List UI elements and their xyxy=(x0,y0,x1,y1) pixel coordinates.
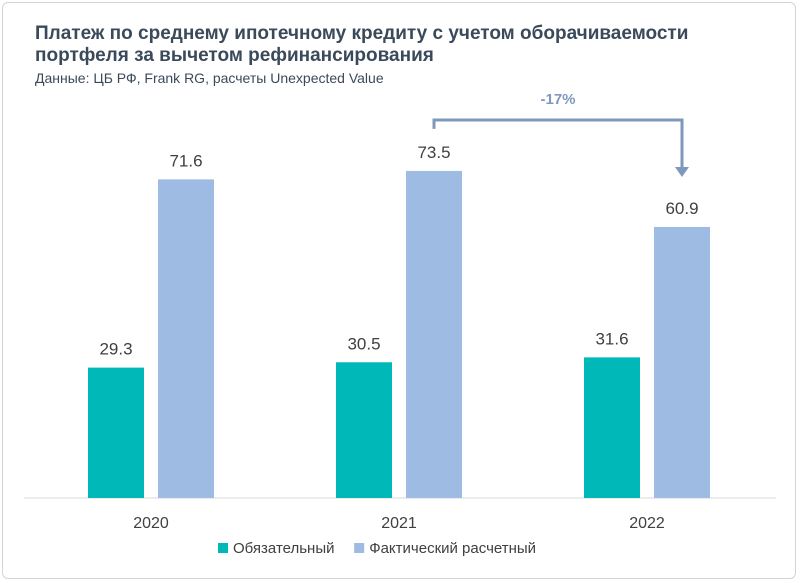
change-arrowhead xyxy=(675,166,689,177)
bar-2022-series-1 xyxy=(584,357,640,498)
x-tick-label-2022: 2022 xyxy=(629,515,665,532)
change-bracket xyxy=(432,118,684,169)
data-label-2021-series-2: 73.5 xyxy=(417,143,450,162)
bar-2020-series-1 xyxy=(88,367,144,498)
data-label-2020-series-2: 71.6 xyxy=(169,151,202,170)
change-label: -17% xyxy=(540,91,575,108)
x-tick-label-2021: 2021 xyxy=(381,515,417,532)
chart-subtitle: Данные: ЦБ РФ, Frank RG, расчеты Unexpec… xyxy=(35,70,384,86)
legend-label-1: Обязательный xyxy=(233,540,335,557)
bar-2022-series-2 xyxy=(654,226,710,498)
legend-label-2: Фактический расчетный xyxy=(369,540,536,557)
data-label-2020-series-1: 29.3 xyxy=(99,340,132,359)
bar-2021-series-2 xyxy=(406,170,462,499)
bar-2021-series-1 xyxy=(336,362,392,498)
x-tick-label-2020: 2020 xyxy=(133,515,169,532)
data-label-2022-series-1: 31.6 xyxy=(595,329,628,348)
data-label-2022-series-2: 60.9 xyxy=(665,199,698,218)
chart-title: Платеж по среднему ипотечному кредиту с … xyxy=(35,23,689,66)
legend-swatch-1 xyxy=(218,543,228,553)
bar-2020-series-2 xyxy=(158,179,214,498)
legend-swatch-2 xyxy=(354,543,365,553)
data-label-2021-series-1: 30.5 xyxy=(347,334,380,353)
